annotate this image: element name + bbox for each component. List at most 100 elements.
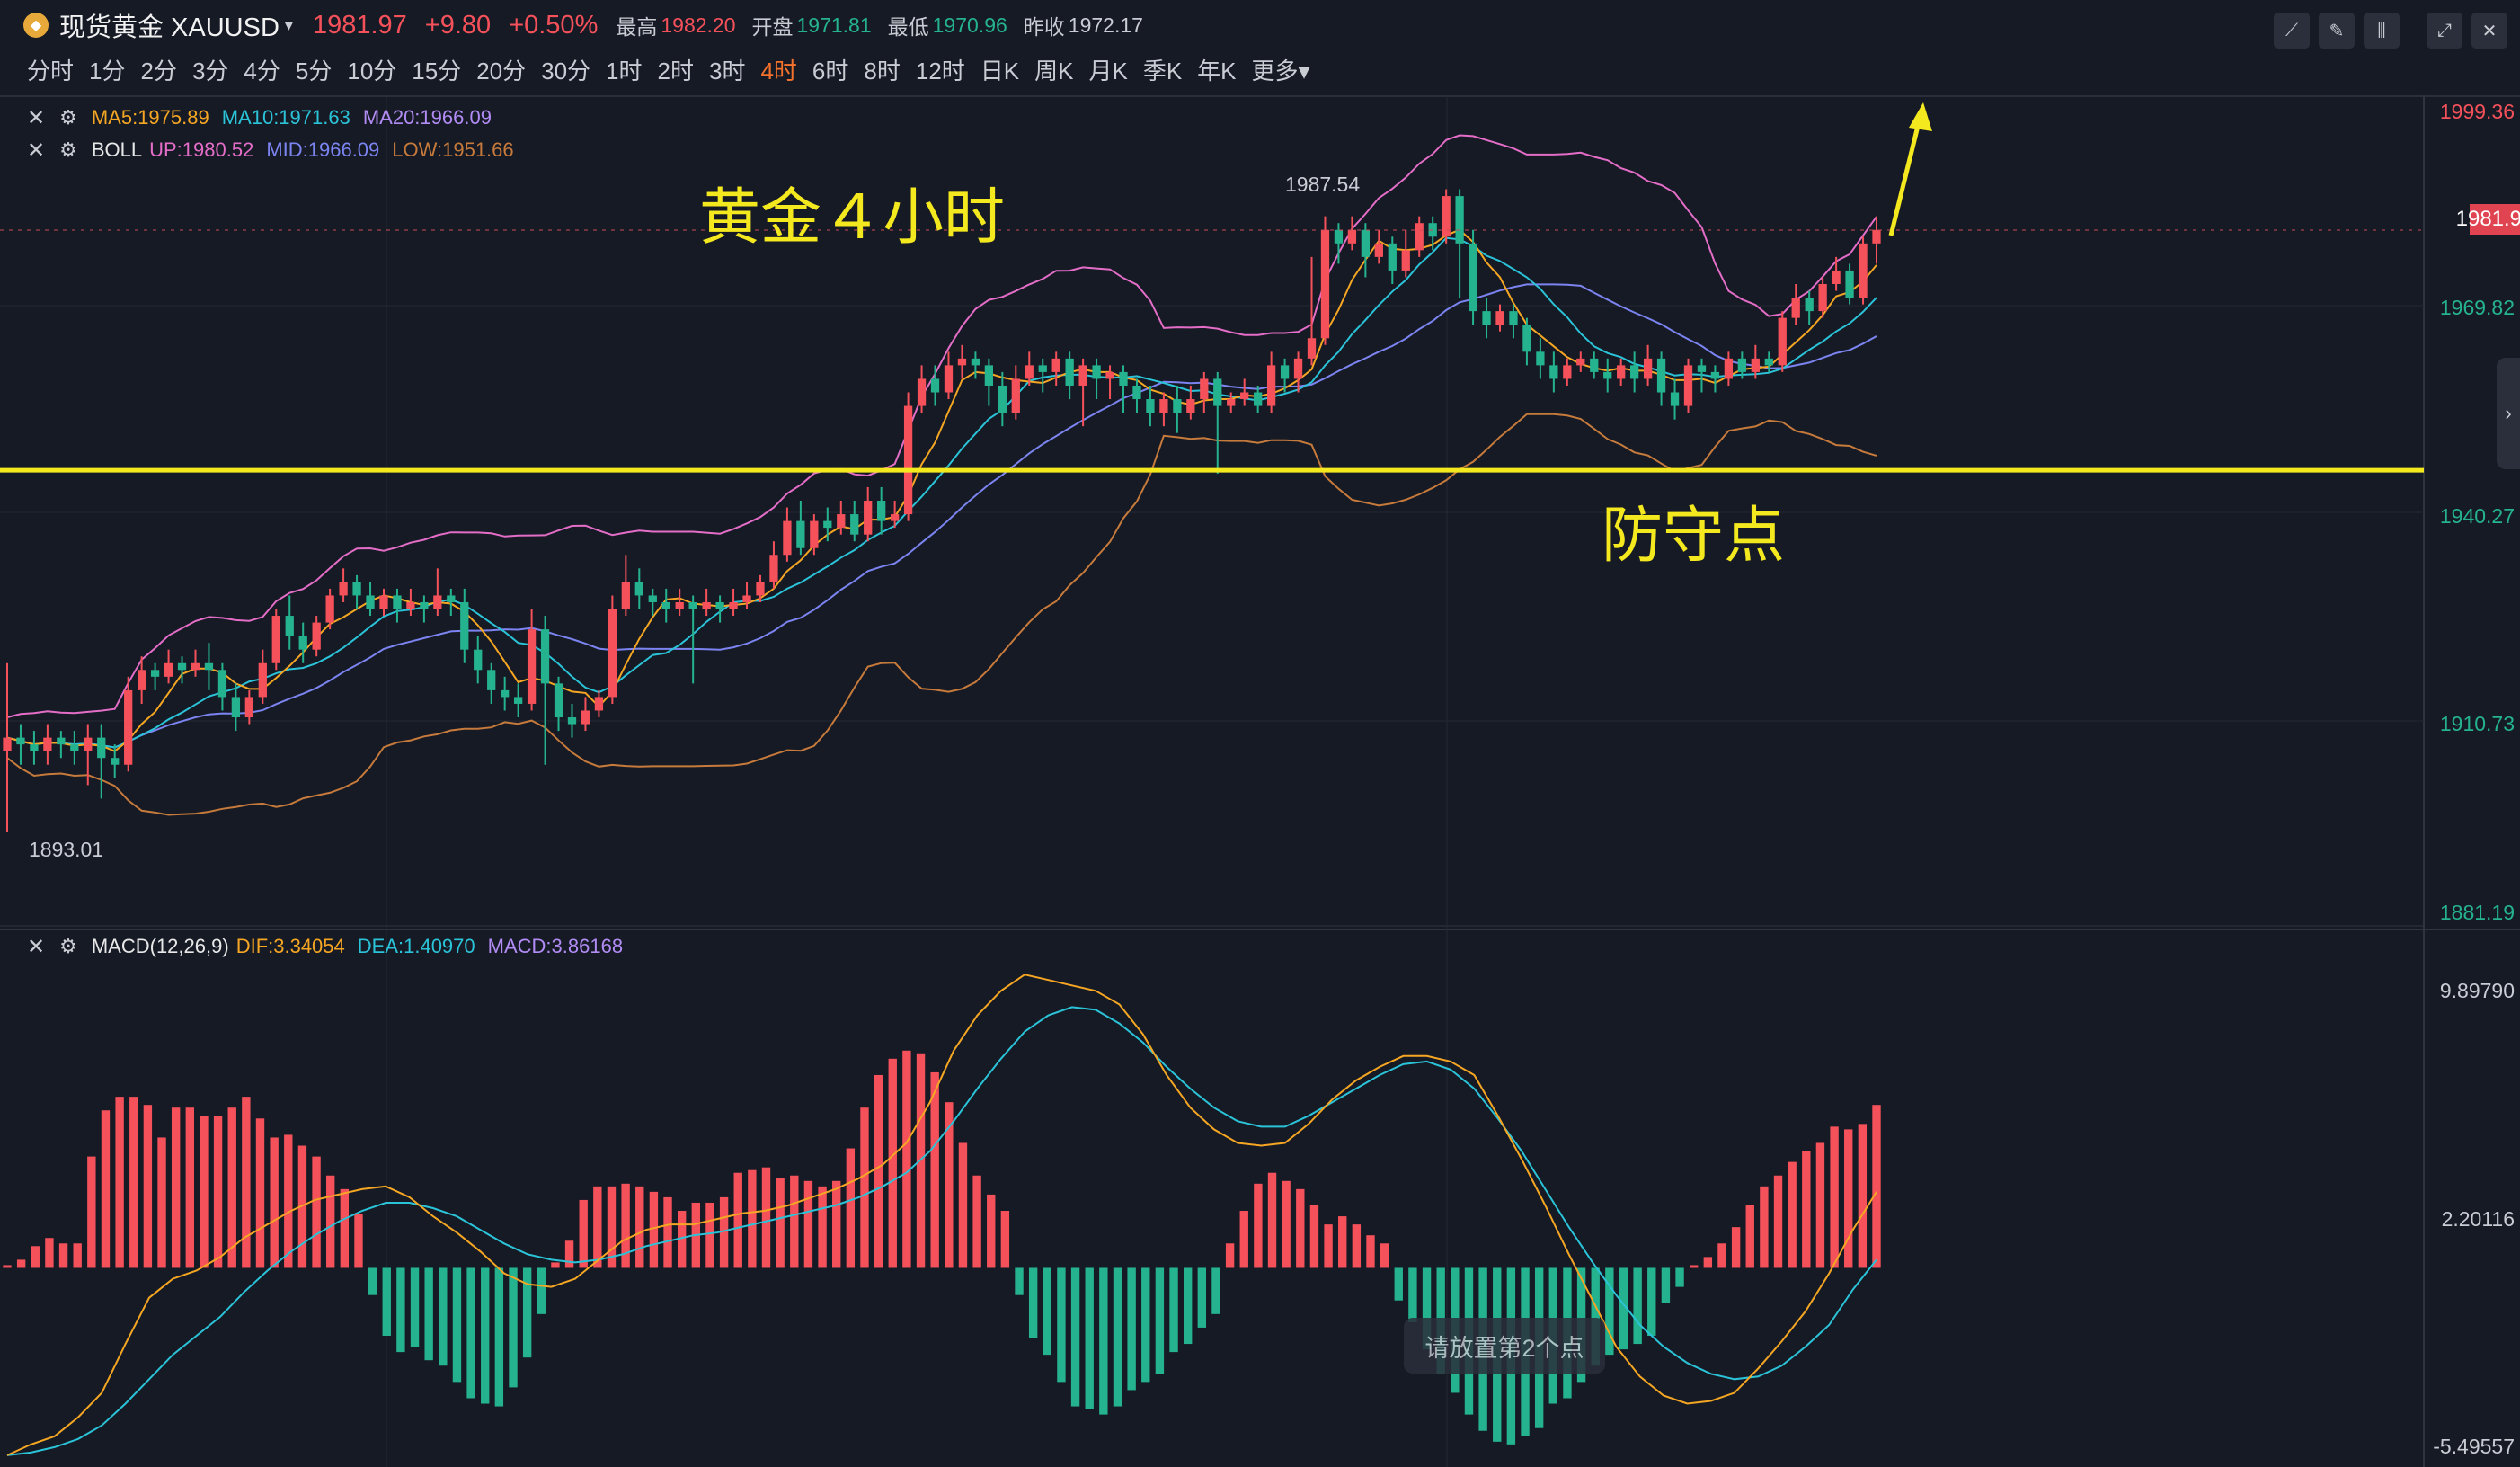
chevron-right-icon[interactable]: › — [2497, 358, 2520, 469]
macd-bar — [621, 1183, 630, 1268]
period-tab[interactable]: 月K — [1088, 57, 1128, 84]
macd-bar — [410, 1267, 420, 1347]
macd-bar — [242, 1097, 251, 1268]
period-tab[interactable]: 3分 — [191, 57, 229, 84]
candle-body — [420, 601, 429, 609]
chevron-down-icon[interactable]: ▾ — [284, 15, 293, 34]
macd-bar — [846, 1148, 856, 1268]
macd-bar — [1815, 1142, 1825, 1268]
macd-bar — [45, 1238, 54, 1268]
period-tab[interactable]: 20分 — [476, 57, 527, 84]
candle-body — [285, 616, 294, 636]
period-tab[interactable]: 季K — [1142, 57, 1183, 84]
candle-body — [1092, 365, 1101, 379]
macd-bar — [958, 1142, 968, 1268]
macd-value: MACD:3.86168 — [487, 935, 624, 957]
gear-icon[interactable]: ⚙ — [59, 138, 77, 161]
candle-body — [1670, 392, 1680, 406]
macd-bar — [1366, 1235, 1375, 1268]
period-tab[interactable]: 4时 — [760, 57, 797, 84]
gear-icon[interactable]: ⚙ — [59, 935, 77, 957]
candle-body — [1455, 196, 1464, 244]
macd-bar — [1619, 1267, 1628, 1350]
candle-body — [111, 758, 120, 765]
symbol-name[interactable]: 现货黄金 XAUUSD — [59, 13, 280, 42]
close-icon[interactable]: ✕ — [2471, 13, 2507, 49]
period-tab[interactable]: 分时 — [27, 57, 75, 84]
period-tab[interactable]: 2时 — [657, 57, 694, 84]
candle-settings-icon[interactable]: ⫼ — [2364, 13, 2400, 49]
candle-body — [1764, 358, 1773, 366]
high-label: 最高 — [616, 15, 658, 39]
boll-legend: ✕ ⚙ BOLL UP:1980.52 MID:1966.09 LOW:1951… — [27, 137, 527, 164]
macd-bar — [1717, 1243, 1726, 1268]
candle-body — [1710, 371, 1720, 379]
macd-bar — [297, 1145, 307, 1268]
period-tab[interactable]: 年K — [1197, 57, 1237, 84]
price-change-percent: +0.50% — [509, 10, 599, 40]
candle-body — [298, 636, 307, 650]
candle-body — [501, 689, 510, 698]
close-icon[interactable]: ✕ — [27, 105, 46, 130]
candle-body — [984, 365, 994, 386]
macd-bar — [790, 1175, 799, 1268]
macd-bar — [481, 1267, 490, 1404]
macd-bar — [748, 1169, 757, 1268]
candle-body — [1603, 371, 1612, 379]
macd-bar — [3, 1265, 12, 1268]
candle-body — [1293, 358, 1303, 379]
period-tab[interactable]: 2分 — [140, 57, 177, 84]
period-tab[interactable]: 15分 — [412, 57, 462, 84]
fullscreen-icon[interactable]: ⤢ — [2427, 13, 2462, 49]
macd-bar — [649, 1191, 659, 1268]
macd-bar — [1830, 1126, 1839, 1268]
close-icon[interactable]: ✕ — [27, 138, 46, 163]
macd-bar — [1183, 1267, 1193, 1345]
period-tab[interactable]: 30分 — [541, 57, 591, 84]
macd-bar — [1352, 1224, 1362, 1268]
period-tab[interactable]: 周K — [1034, 57, 1074, 84]
period-tab[interactable]: 10分 — [347, 57, 397, 84]
period-tab[interactable]: 更多▾ — [1251, 57, 1310, 84]
macd-bar — [1858, 1124, 1868, 1268]
period-tab[interactable]: 6时 — [812, 57, 849, 84]
macd-bar — [185, 1107, 194, 1268]
macd-bar — [1633, 1267, 1642, 1345]
gear-icon[interactable]: ⚙ — [59, 106, 77, 129]
macd-bar — [509, 1267, 518, 1388]
candle-body — [217, 670, 227, 698]
candle-body — [30, 744, 39, 751]
macd-bar — [326, 1175, 335, 1268]
candle-body — [150, 670, 160, 677]
period-tab[interactable]: 5分 — [295, 57, 333, 84]
candle-body — [1078, 365, 1087, 386]
candle-body — [890, 514, 900, 521]
candle-body — [715, 601, 724, 609]
macd-bar — [368, 1267, 377, 1295]
macd-bar — [1605, 1267, 1614, 1356]
prev-close-label: 昨收 — [1023, 15, 1065, 39]
candle-body — [837, 514, 846, 529]
period-tab[interactable]: 4分 — [244, 57, 280, 84]
period-tab[interactable]: 8时 — [864, 57, 901, 84]
candle-body — [138, 670, 146, 690]
period-tab[interactable]: 12时 — [915, 57, 965, 84]
period-tab[interactable]: 日K — [980, 57, 1020, 84]
close-icon[interactable]: ✕ — [27, 934, 46, 959]
trend-arrow — [1888, 118, 1922, 236]
period-tab[interactable]: 1时 — [606, 57, 643, 84]
pencil-icon[interactable]: ✎ — [2319, 13, 2355, 49]
period-tab[interactable]: 3时 — [708, 57, 746, 84]
macd-bar — [101, 1110, 111, 1268]
macd-bar — [1169, 1267, 1178, 1353]
candle-body — [1495, 311, 1504, 325]
macd-bar — [860, 1107, 869, 1268]
last-price: 1981.97 — [312, 10, 407, 40]
period-tab[interactable]: 1分 — [89, 57, 126, 84]
candle-body — [1482, 311, 1491, 325]
ma10-line — [6, 236, 1877, 749]
line-draw-icon[interactable]: ⟋ — [2274, 13, 2310, 49]
macd-bar — [1254, 1183, 1263, 1268]
price-change: +9.80 — [424, 10, 492, 40]
